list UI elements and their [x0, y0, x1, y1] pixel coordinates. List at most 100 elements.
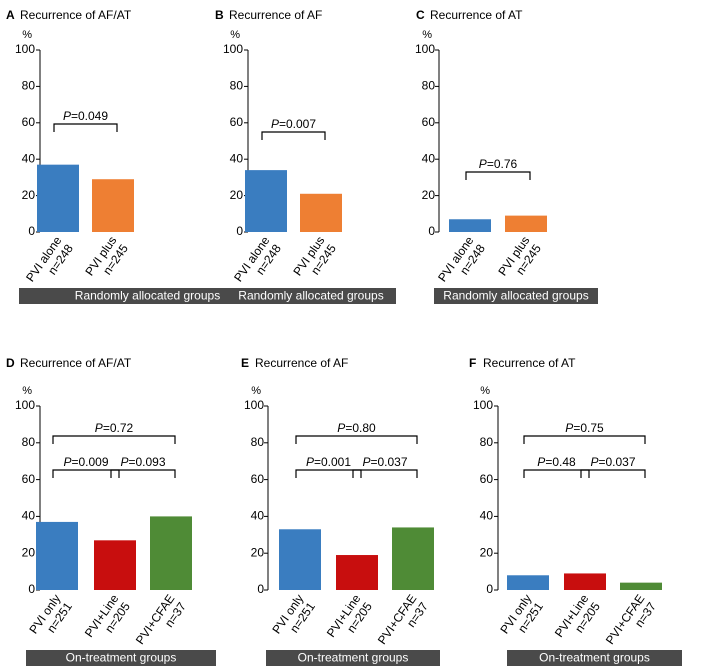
bar-e-0	[279, 529, 321, 590]
y-axis-label: %	[22, 29, 32, 41]
p-value-label: P=0.76	[479, 157, 518, 171]
panel-title: Recurrence of AT	[430, 8, 523, 22]
y-tick-label: 100	[15, 398, 35, 412]
significance-bracket	[110, 469, 176, 478]
y-tick-label: 20	[22, 188, 36, 202]
y-tick-label: 80	[422, 79, 436, 93]
group-label-bar	[26, 650, 216, 666]
y-tick-label: 100	[415, 42, 435, 56]
bar-b-1	[300, 193, 342, 232]
y-tick-label: 0	[486, 582, 493, 596]
significance-bracket	[523, 469, 590, 478]
y-tick-label: 100	[244, 398, 264, 412]
p-symbol: P	[63, 109, 71, 123]
y-tick-label: 20	[422, 188, 436, 202]
bar-c-1	[505, 215, 547, 232]
y-tick-label: 20	[22, 545, 36, 559]
significance-bracket	[261, 131, 326, 140]
y-tick-label: 60	[230, 115, 244, 129]
significance-bracket	[523, 435, 646, 444]
group-label-bar	[19, 288, 276, 304]
bar-f-1	[564, 573, 606, 590]
p-value: =0.76	[487, 157, 518, 171]
y-tick-label: 100	[473, 398, 493, 412]
bar-a-0	[37, 164, 79, 232]
significance-bracket	[53, 123, 118, 132]
y-tick-label: 40	[422, 151, 436, 165]
p-value: =0.72	[103, 421, 134, 435]
bar-e-2	[392, 527, 434, 590]
p-symbol: P	[362, 455, 370, 469]
y-tick-label: 20	[230, 188, 244, 202]
p-value-label: P=0.093	[120, 455, 165, 469]
y-tick-label: 60	[22, 472, 36, 486]
bar-b-0	[245, 170, 287, 232]
bar-c-0	[449, 219, 491, 232]
p-value: =0.049	[71, 109, 108, 123]
p-value: =0.001	[314, 455, 351, 469]
y-tick-label: 80	[22, 79, 36, 93]
bar-e-1	[336, 555, 378, 590]
y-tick-label: 0	[28, 224, 35, 238]
y-axis-label: %	[230, 29, 240, 41]
group-label: Randomly allocated groups	[75, 289, 220, 303]
p-value-label: P=0.80	[337, 421, 376, 435]
y-tick-label: 40	[22, 509, 36, 523]
panel-e: E Recurrence of AF% 0 20 40 60 80 100 PVI onlyn=…	[241, 356, 440, 666]
p-symbol: P	[565, 421, 573, 435]
bar-d-2	[150, 516, 192, 590]
y-tick-label: 80	[22, 435, 36, 449]
p-value-label: P=0.48	[537, 455, 576, 469]
group-label-bar	[226, 288, 396, 304]
panel-b: B Recurrence of AF% 0 20 40 60 80 100 PVI alonen…	[215, 8, 396, 304]
bar-f-0	[507, 575, 549, 590]
panel-title: Recurrence of AF/AT	[20, 356, 132, 370]
y-tick-label: 0	[428, 224, 435, 238]
group-label: On-treatment groups	[539, 651, 650, 665]
y-tick-label: 80	[251, 435, 265, 449]
y-tick-label: 80	[480, 435, 494, 449]
panel-title: Recurrence of AT	[483, 356, 576, 370]
p-value: =0.093	[128, 455, 165, 469]
y-tick-label: 20	[480, 545, 494, 559]
significance-bracket	[352, 469, 418, 478]
p-value: =0.007	[279, 117, 316, 131]
significance-bracket	[52, 435, 176, 444]
panel-letter: A	[6, 8, 15, 22]
y-axis-label: %	[422, 29, 432, 41]
y-tick-label: 60	[22, 115, 36, 129]
p-value-label: P=0.001	[306, 455, 351, 469]
significance-bracket	[465, 171, 531, 180]
p-value: =0.037	[370, 455, 407, 469]
panel-letter: D	[6, 356, 15, 370]
y-tick-label: 20	[251, 545, 265, 559]
p-symbol: P	[479, 157, 487, 171]
p-symbol: P	[306, 455, 314, 469]
panel-title: Recurrence of AF	[255, 356, 348, 370]
p-value-label: P=0.75	[565, 421, 604, 435]
y-tick-label: 60	[480, 472, 494, 486]
y-tick-label: 40	[480, 509, 494, 523]
p-value: =0.009	[71, 455, 108, 469]
panel-letter: B	[215, 8, 224, 22]
panel-letter: F	[469, 356, 476, 370]
y-tick-label: 0	[28, 582, 35, 596]
y-tick-label: 100	[15, 42, 35, 56]
y-tick-label: 40	[251, 509, 265, 523]
bar-d-0	[36, 521, 78, 590]
p-symbol: P	[537, 455, 545, 469]
p-value-label: P=0.009	[63, 455, 108, 469]
p-value: =0.75	[573, 421, 604, 435]
panel-title: Recurrence of AF/AT	[20, 8, 132, 22]
y-axis-label: %	[22, 385, 32, 397]
